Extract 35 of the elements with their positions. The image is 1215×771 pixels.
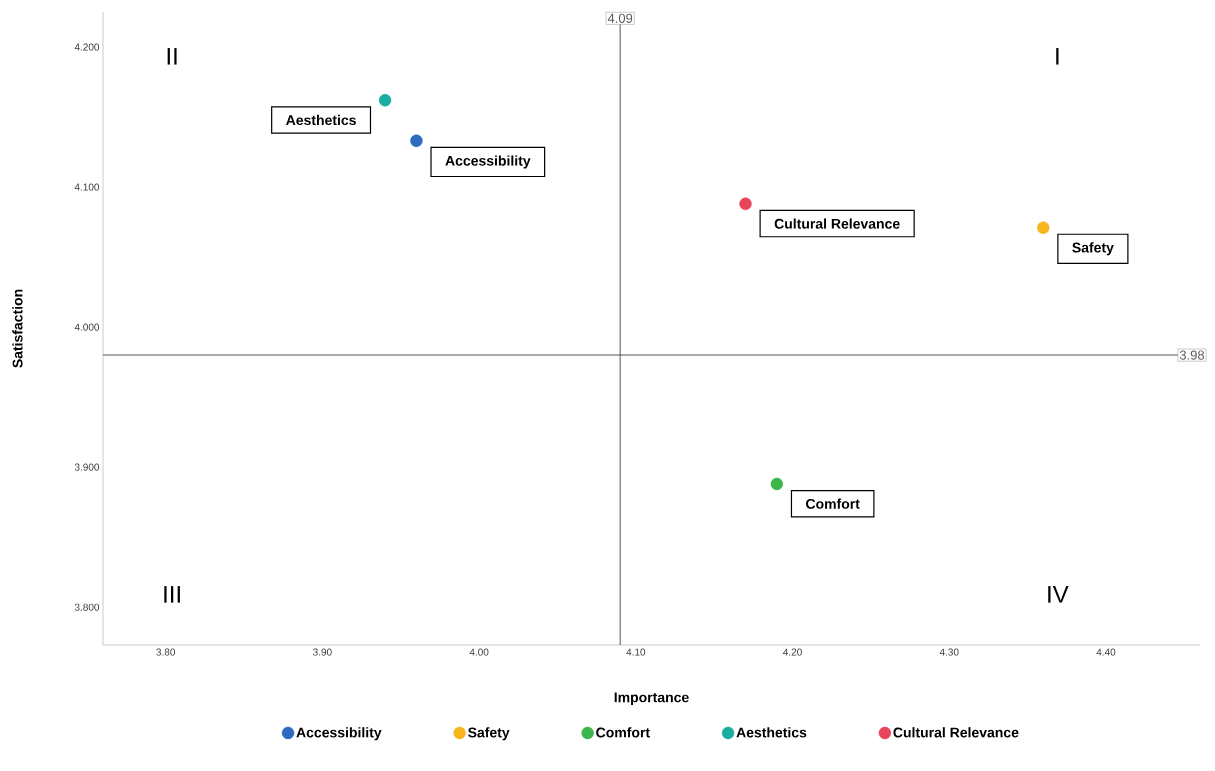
annotation: I [1056,48,1059,65]
legend-label: Safety [468,727,510,741]
y-tick-label: 4.100 [74,183,100,191]
annotation: IV [1048,586,1069,603]
point [378,94,392,107]
y-axis-title: Satisfaction [12,289,23,368]
legend-label: Cultural Relevance [893,727,1019,738]
legend-label: Aesthetics [736,727,807,738]
text: Aesthetics [286,114,356,126]
y-tick-label: 3.800 [74,603,100,611]
text: Accessibility [445,155,531,169]
x-axis-title: Importance [614,692,689,706]
text: Safety [1072,242,1114,256]
legend-label: Accessibility [296,727,382,741]
annotation: II [167,48,177,65]
text: Comfort [806,498,860,509]
point [739,197,752,211]
ref-line-label: 4.09 [607,13,633,23]
annotation: III [164,586,180,603]
point [1037,221,1050,234]
y-tick-label: 4.200 [74,43,100,51]
text: Cultural Relevance [774,218,900,229]
x-tick-label: 3.90 [313,648,332,656]
x-tick-label: 4.20 [783,648,802,656]
x-tick-label: 4.10 [626,648,646,656]
ref-line-label: 3.98 [1179,350,1205,360]
x-tick-label: 4.00 [469,648,489,656]
x-tick-label: 3.80 [156,648,176,656]
x-tick-label: 4.40 [1096,648,1116,656]
point [770,477,784,491]
x-tick-label: 4.30 [939,648,959,656]
legend-label: Comfort [596,727,650,738]
y-tick-label: 4.000 [74,323,100,331]
point [410,134,423,148]
y-tick-label: 3.900 [74,463,100,471]
